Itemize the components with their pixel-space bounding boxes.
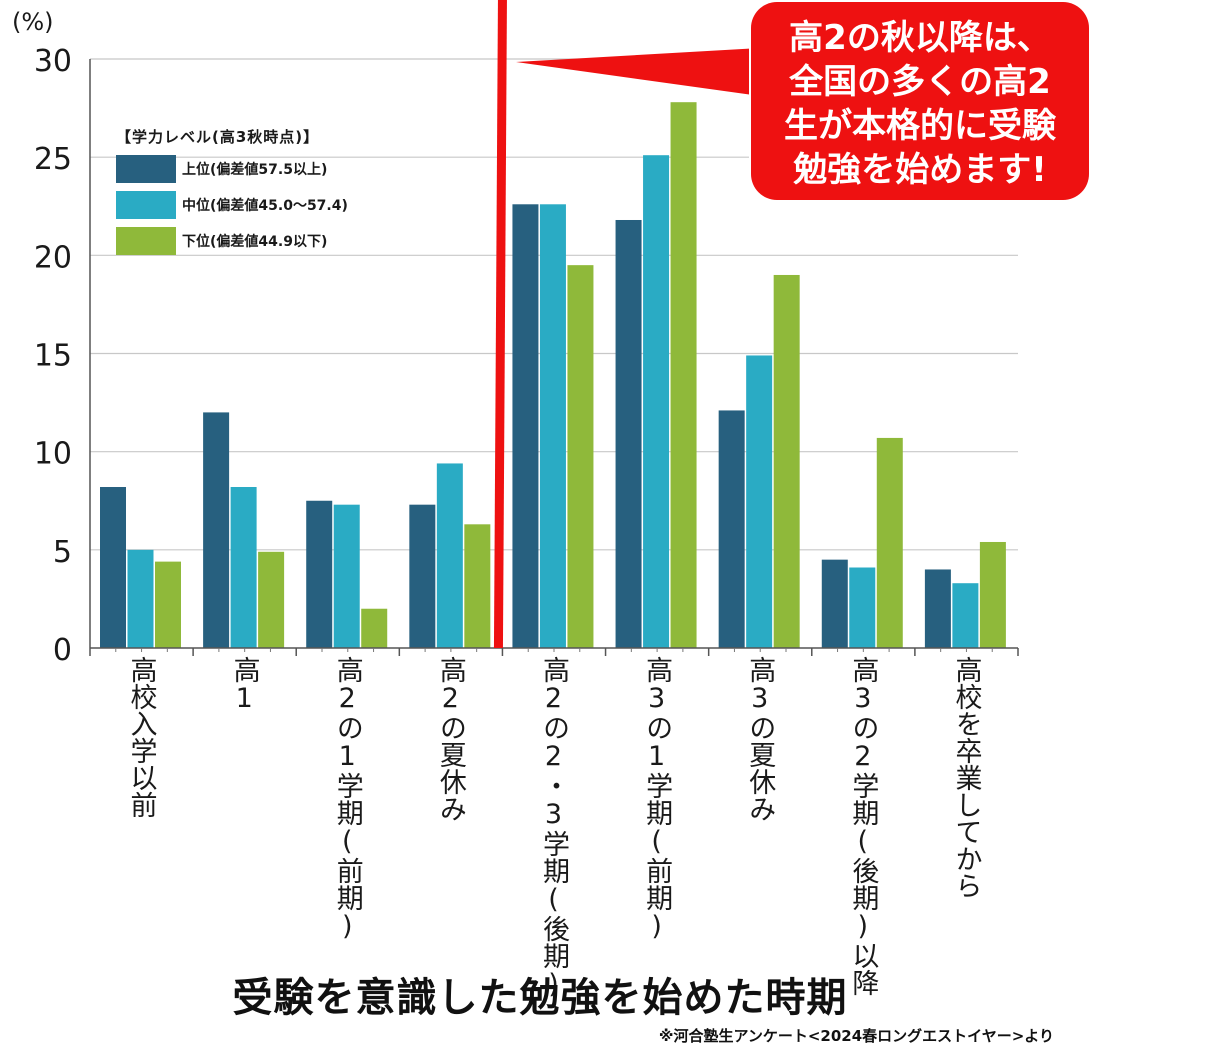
bar: [258, 551, 285, 648]
x-category-label: 高3の2学期(後期)以降: [847, 656, 879, 996]
x-category-label: 高校を卒業してから: [950, 656, 982, 899]
source-note: ※河合塾生アンケート<2024春ロングエストイヤー>より: [658, 1027, 1054, 1045]
bar: [127, 549, 154, 648]
x-category-label: 高校入学以前: [125, 656, 157, 818]
bar: [436, 463, 463, 648]
y-tick-label: 5: [53, 535, 72, 570]
legend-item-upper: 上位(偏差値57.5以上): [116, 155, 348, 183]
divider-marker-line: [493, 0, 507, 649]
legend-item-lower: 下位(偏差値44.9以下): [116, 227, 348, 255]
y-tick-label: 0: [53, 633, 72, 668]
legend-label-lower: 下位(偏差値44.9以下): [182, 234, 328, 250]
legend-title: 【学力レベル(高3秋時点)】: [116, 128, 320, 146]
chart-title: 受験を意識した勉強を始めた時期: [232, 975, 848, 1021]
legend: 【学力レベル(高3秋時点)】 上位(偏差値57.5以上) 中位(偏差値45.0〜…: [116, 126, 348, 263]
bar: [361, 608, 388, 648]
bar: [306, 500, 333, 648]
bar: [512, 204, 539, 648]
y-tick-label: 30: [34, 44, 72, 79]
legend-swatch-upper: [116, 155, 176, 183]
x-category-label: 高2の1学期(前期): [331, 656, 363, 942]
y-tick-label: 20: [34, 240, 72, 275]
x-category-label: 高2の2・3学期(後期): [538, 656, 569, 1000]
bar: [746, 355, 773, 648]
bar: [409, 504, 436, 648]
legend-item-middle: 中位(偏差値45.0〜57.4): [116, 191, 348, 219]
bar: [718, 410, 745, 648]
legend-swatch-middle: [116, 191, 176, 219]
x-category-label: 高3の1学期(前期): [641, 656, 673, 942]
bar: [876, 437, 903, 648]
y-tick-labels: 0 5 10 15 20 25 30: [34, 44, 72, 668]
callout-box: 高2の秋以降は、 全国の多くの高2 生が本格的に受験 勉強を始めます!: [751, 2, 1089, 200]
x-category-label: 高1: [228, 656, 260, 714]
bar: [952, 583, 979, 648]
y-unit-label: (%): [12, 8, 54, 36]
bar: [230, 487, 257, 648]
y-tick-label: 25: [34, 142, 72, 177]
bar: [643, 155, 670, 648]
bar: [773, 274, 800, 648]
callout-pointer: [516, 48, 760, 96]
legend-label-middle: 中位(偏差値45.0〜57.4): [182, 198, 348, 214]
bar: [670, 102, 697, 648]
y-tick-label: 15: [34, 339, 72, 374]
bar: [155, 561, 181, 648]
legend-label-upper: 上位(偏差値57.5以上): [182, 162, 328, 178]
bar: [615, 219, 642, 648]
x-category-label: 高2の夏休み: [434, 656, 466, 822]
bar: [979, 541, 1006, 648]
bars: [100, 102, 1006, 648]
bar: [924, 569, 951, 648]
bar: [539, 204, 566, 648]
bar: [203, 412, 230, 648]
y-tick-label: 10: [34, 437, 72, 472]
bar: [333, 504, 360, 648]
bar: [567, 265, 594, 648]
bar: [100, 487, 126, 648]
x-category-label: 高3の夏休み: [744, 656, 776, 822]
callout-text: 高2の秋以降は、 全国の多くの高2 生が本格的に受験 勉強を始めます!: [784, 18, 1056, 190]
legend-swatch-lower: [116, 227, 176, 255]
bar: [464, 524, 491, 648]
bar: [849, 567, 876, 648]
axes: [89, 59, 1019, 656]
bar: [821, 559, 848, 648]
